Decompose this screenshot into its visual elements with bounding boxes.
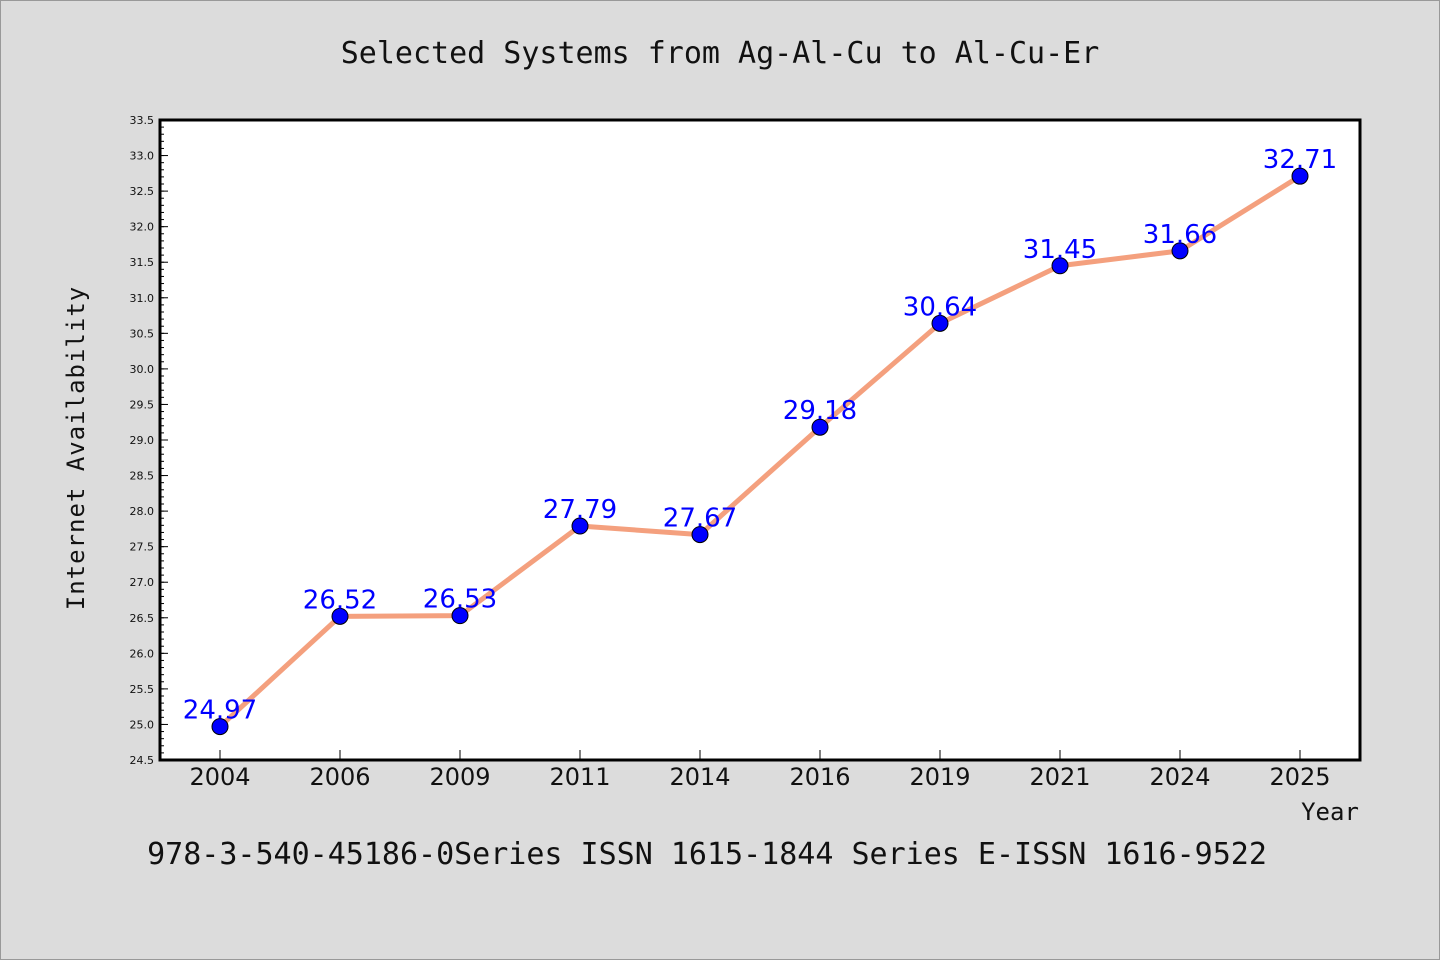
data-label: 30.64 [903, 292, 977, 322]
x-tick-label: 2004 [189, 763, 250, 791]
x-tick-label: 2024 [1149, 763, 1210, 791]
data-label: 26.53 [423, 585, 497, 615]
data-label: 27.67 [663, 504, 737, 534]
series-layer [211, 167, 1309, 736]
data-label: 31.45 [1023, 235, 1097, 265]
y-tick-label: 28.0 [130, 505, 155, 518]
data-point [1291, 167, 1309, 185]
data-label: 26.52 [303, 585, 377, 615]
y-tick-label: 33.5 [130, 114, 155, 127]
x-tick-label: 2025 [1269, 763, 1330, 791]
x-tick-label: 2011 [549, 763, 610, 791]
y-tick-label: 25.0 [130, 718, 155, 731]
y-tick-label: 25.5 [130, 683, 155, 696]
y-tick-label: 28.5 [130, 470, 155, 483]
y-tick-label: 29.5 [130, 398, 155, 411]
x-tick-label: 2009 [429, 763, 490, 791]
y-tick-label: 31.0 [130, 292, 155, 305]
y-tick-label: 24.5 [130, 754, 155, 767]
y-tick-label: 33.0 [130, 150, 155, 163]
data-point [691, 526, 709, 544]
data-point [571, 517, 589, 535]
chart-title: Selected Systems from Ag-Al-Cu to Al-Cu-… [341, 36, 1100, 71]
footer-text: 978-3-540-45186-0Series ISSN 1615-1844 S… [147, 837, 1267, 872]
data-point [1051, 257, 1069, 275]
y-tick-label: 27.5 [130, 541, 155, 554]
x-tick-label: 2014 [669, 763, 730, 791]
data-point [811, 418, 829, 436]
plot-area [160, 120, 1360, 760]
axes-layer: 24.5 25.0 25.5 26.0 26.5 27.0 27.5 28.0 28.5 29.0… [130, 114, 1331, 791]
y-tick-label: 29.0 [130, 434, 155, 447]
data-point [451, 607, 469, 625]
y-tick-label: 26.5 [130, 612, 155, 625]
data-point [931, 314, 949, 332]
plot-frame [158, 118, 1362, 762]
x-axis-label: Year [1301, 798, 1359, 826]
y-axis-label: Internet Availability [62, 286, 90, 610]
data-labels-layer: 24.97 26.52 26.53 27.79 27.67 29.18 30.64 31.45… [183, 145, 1337, 725]
y-tick-label: 30.0 [130, 363, 155, 376]
y-tick-label: 31.5 [130, 256, 155, 269]
y-tick-label: 26.0 [130, 647, 155, 660]
data-point [1171, 242, 1189, 260]
y-tick-label: 32.0 [130, 221, 155, 234]
x-tick-label: 2016 [789, 763, 850, 791]
data-label: 32.71 [1263, 145, 1337, 175]
y-tick-label: 32.5 [130, 185, 155, 198]
x-tick-label: 2006 [309, 763, 370, 791]
data-label: 27.79 [543, 495, 617, 525]
data-point [331, 607, 349, 625]
y-tick-label: 27.0 [130, 576, 155, 589]
data-point [211, 718, 229, 736]
data-label: 29.18 [783, 396, 857, 426]
x-tick-label: 2021 [1029, 763, 1090, 791]
y-tick-label: 30.5 [130, 327, 155, 340]
series-line [217, 173, 1303, 730]
data-label: 31.66 [1143, 220, 1217, 250]
data-label: 24.97 [183, 696, 257, 726]
x-tick-label: 2019 [909, 763, 970, 791]
